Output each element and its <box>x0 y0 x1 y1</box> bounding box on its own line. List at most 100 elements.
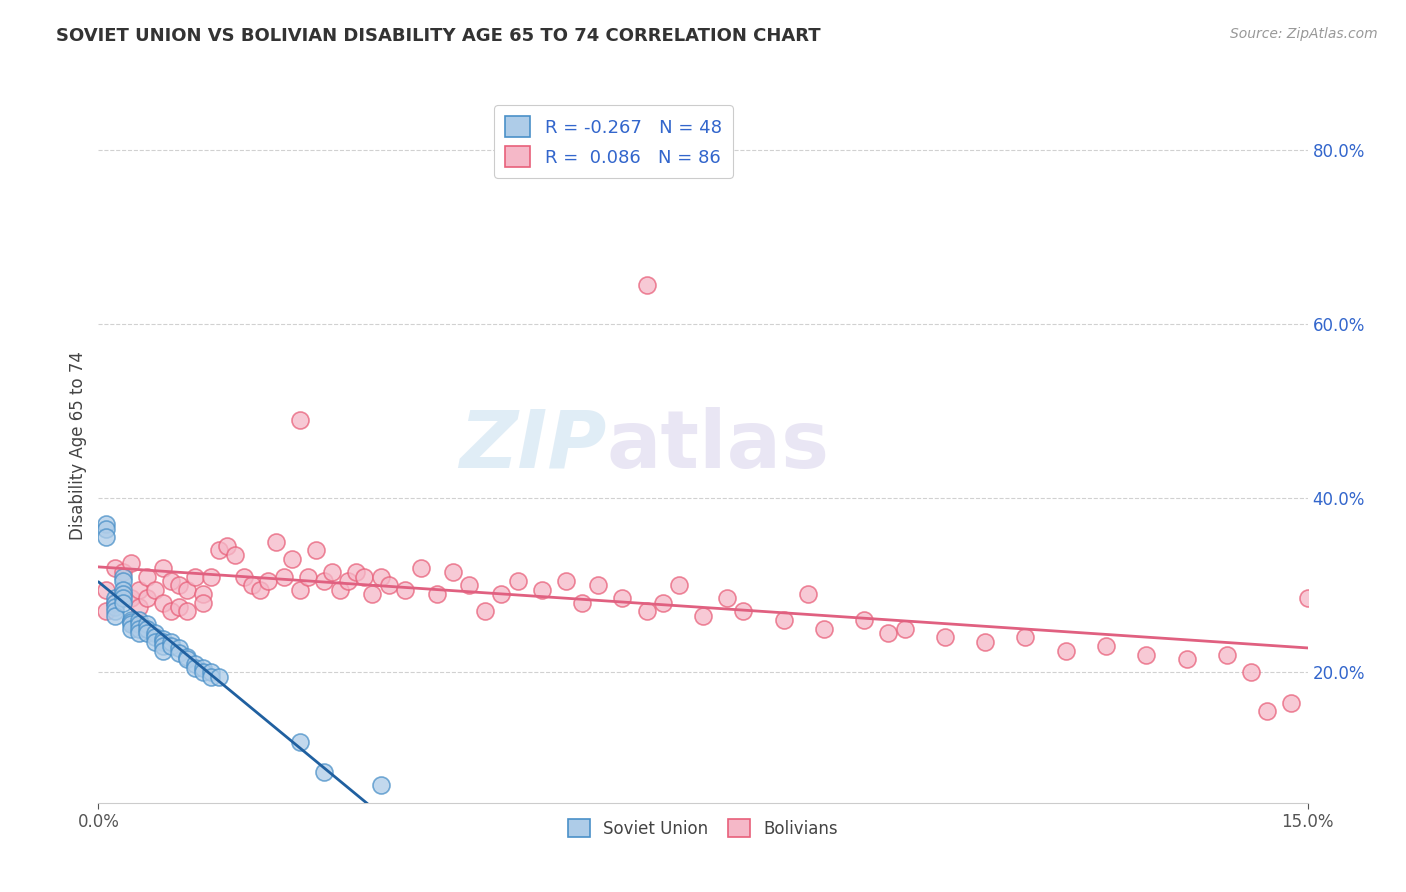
Point <box>128 622 150 636</box>
Point <box>321 565 343 579</box>
Point <box>96 604 118 618</box>
Point <box>314 765 336 780</box>
Point <box>103 596 125 610</box>
Point <box>184 657 207 671</box>
Text: ZIP: ZIP <box>458 407 606 485</box>
Point <box>377 578 399 592</box>
Point <box>103 596 125 610</box>
Point <box>135 622 157 636</box>
Point <box>636 278 658 293</box>
Point <box>120 557 142 571</box>
Point <box>167 599 190 614</box>
Point <box>208 670 231 684</box>
Point <box>176 652 198 666</box>
Point <box>337 574 360 588</box>
Point <box>111 582 134 597</box>
Point <box>370 778 392 792</box>
Point <box>103 591 125 606</box>
Point <box>224 548 246 562</box>
Point <box>394 582 416 597</box>
Point <box>111 569 134 583</box>
Point <box>111 565 134 579</box>
Point <box>853 613 876 627</box>
Point <box>813 622 835 636</box>
Point <box>1054 643 1077 657</box>
Point <box>281 552 304 566</box>
Point <box>441 565 464 579</box>
Point <box>152 639 174 653</box>
Point <box>160 635 183 649</box>
Point <box>176 604 198 618</box>
Point <box>128 626 150 640</box>
Point <box>288 735 311 749</box>
Point <box>636 604 658 618</box>
Point <box>184 661 207 675</box>
Point <box>160 639 183 653</box>
Point <box>111 574 134 588</box>
Point <box>160 574 183 588</box>
Point <box>128 599 150 614</box>
Point <box>200 670 222 684</box>
Point <box>1240 665 1263 680</box>
Point <box>143 631 166 645</box>
Point <box>193 587 215 601</box>
Point <box>135 617 157 632</box>
Point <box>167 640 190 655</box>
Point <box>120 613 142 627</box>
Point <box>120 617 142 632</box>
Point <box>491 587 513 601</box>
Point <box>797 587 820 601</box>
Point <box>733 604 755 618</box>
Point <box>111 596 134 610</box>
Point <box>264 534 287 549</box>
Point <box>160 604 183 618</box>
Point <box>96 530 118 544</box>
Point <box>288 413 311 427</box>
Point <box>586 578 609 592</box>
Point <box>135 569 157 583</box>
Point <box>143 582 166 597</box>
Point <box>297 569 319 583</box>
Point <box>143 635 166 649</box>
Point <box>200 665 222 680</box>
Point <box>530 582 553 597</box>
Point <box>506 574 529 588</box>
Legend: Soviet Union, Bolivians: Soviet Union, Bolivians <box>561 813 845 845</box>
Point <box>167 646 190 660</box>
Point <box>353 569 375 583</box>
Point <box>329 582 352 597</box>
Point <box>877 626 900 640</box>
Point <box>111 591 134 606</box>
Point <box>1281 696 1303 710</box>
Point <box>193 596 215 610</box>
Text: SOVIET UNION VS BOLIVIAN DISABILITY AGE 65 TO 74 CORRELATION CHART: SOVIET UNION VS BOLIVIAN DISABILITY AGE … <box>56 27 821 45</box>
Point <box>314 574 336 588</box>
Point <box>120 591 142 606</box>
Point <box>249 582 271 597</box>
Point <box>772 613 794 627</box>
Point <box>893 622 915 636</box>
Point <box>103 599 125 614</box>
Point <box>1256 705 1278 719</box>
Point <box>128 582 150 597</box>
Point <box>458 578 481 592</box>
Y-axis label: Disability Age 65 to 74: Disability Age 65 to 74 <box>69 351 87 541</box>
Point <box>152 632 174 647</box>
Point <box>273 569 295 583</box>
Point <box>152 596 174 610</box>
Point <box>135 626 157 640</box>
Point <box>370 569 392 583</box>
Point <box>240 578 263 592</box>
Point <box>135 591 157 606</box>
Point <box>143 626 166 640</box>
Point <box>571 596 593 610</box>
Point <box>96 522 118 536</box>
Point <box>103 604 125 618</box>
Point <box>1216 648 1239 662</box>
Point <box>692 608 714 623</box>
Point <box>103 561 125 575</box>
Point <box>176 582 198 597</box>
Point <box>96 582 118 597</box>
Point <box>128 613 150 627</box>
Point <box>361 587 384 601</box>
